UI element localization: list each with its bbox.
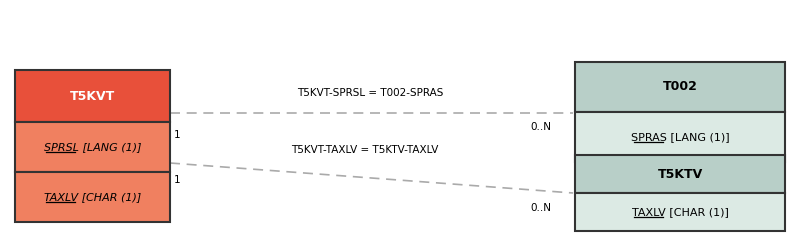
Bar [575, 62, 785, 112]
Bar [575, 112, 785, 162]
Text: 0..N: 0..N [530, 203, 551, 213]
Text: TAXLV [CHAR (1)]: TAXLV [CHAR (1)] [44, 192, 141, 202]
Text: T5KVT: T5KVT [70, 90, 115, 102]
Text: T5KVT-TAXLV = T5KTV-TAXLV: T5KVT-TAXLV = T5KTV-TAXLV [291, 145, 439, 155]
Text: SPRAS [LANG (1)]: SPRAS [LANG (1)] [630, 132, 729, 142]
Text: SPRSL [LANG (1)]: SPRSL [LANG (1)] [43, 142, 141, 152]
Bar [15, 70, 170, 122]
Text: 0..N: 0..N [530, 122, 551, 132]
Text: T5KVT-SPRSL = T002-SPRAS: T5KVT-SPRSL = T002-SPRAS [297, 88, 444, 98]
Bar [15, 122, 170, 172]
Text: T002: T002 [663, 81, 697, 94]
Bar [575, 193, 785, 231]
Bar [15, 172, 170, 222]
Text: TAXLV [CHAR (1)]: TAXLV [CHAR (1)] [632, 207, 729, 217]
Text: T5KTV: T5KTV [658, 168, 703, 181]
Text: 1: 1 [174, 175, 180, 185]
Bar [575, 155, 785, 193]
Text: 1: 1 [174, 130, 180, 140]
